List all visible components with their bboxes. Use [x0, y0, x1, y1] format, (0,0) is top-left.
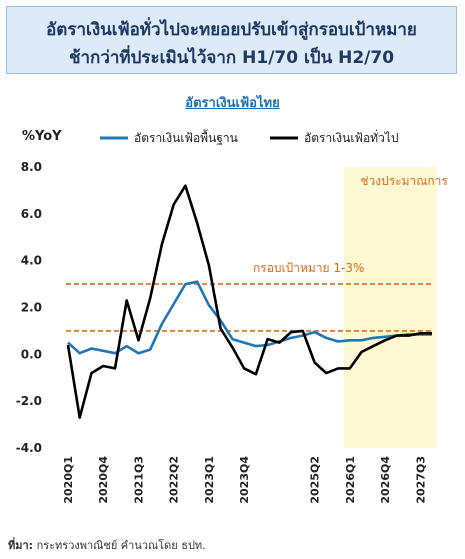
source-text: กระทรวงพาณิชย์ คำนวณโดย ธปท. [33, 539, 206, 552]
x-tick-label: 2023Q1 [203, 456, 216, 504]
y-tick-label: 6.0 [21, 207, 42, 221]
x-axis: 2020Q1 2020Q4 2021Q3 2022Q2 2023Q1 2023Q4 2025… [62, 456, 427, 504]
forecast-region-label: ช่วงประมาณการ [360, 174, 448, 188]
source-label: ที่มา: [8, 539, 34, 552]
x-tick-label: 2023Q4 [238, 456, 251, 504]
y-tick-label: -2.0 [16, 394, 42, 408]
x-tick-label: 2026Q4 [379, 456, 392, 504]
series-lines [66, 184, 432, 419]
target-band-label: กรอบเป้าหมาย 1-3% [253, 261, 364, 275]
y-axis-label: %YoY [22, 129, 62, 144]
y-tick-label: -4.0 [16, 441, 42, 455]
x-tick-label: 2020Q1 [62, 456, 75, 504]
y-tick-label: 8.0 [21, 160, 42, 174]
title-box: อัตราเงินเฟ้อทั่วไปจะทยอยปรับเข้าสู่กรอบ… [6, 6, 457, 74]
x-tick-label: 2022Q2 [168, 456, 181, 504]
series-line-headline [66, 184, 432, 419]
forecast-region [343, 167, 437, 448]
y-axis: -4.0 -2.0 0.0 2.0 4.0 6.0 8.0 [16, 160, 42, 455]
title-line-2: ช้ากว่าที่ประเมินไว้จาก H1/70 เป็น H2/70 [68, 48, 395, 68]
x-tick-label: 2027Q3 [414, 456, 427, 504]
y-tick-label: 2.0 [21, 301, 42, 315]
y-tick-label: 4.0 [21, 254, 42, 268]
title-line-1: อัตราเงินเฟ้อทั่วไปจะทยอยปรับเข้าสู่กรอบ… [46, 20, 417, 40]
x-tick-label: 2026Q1 [344, 456, 357, 504]
x-tick-label: 2021Q3 [132, 456, 145, 504]
y-tick-label: 0.0 [21, 347, 42, 361]
x-tick-label: 2020Q4 [97, 456, 110, 504]
legend-label-headline: อัตราเงินเฟ้อทั่วไป [304, 129, 398, 145]
source-note: ที่มา: กระทรวงพาณิชย์ คำนวณโดย ธปท. [8, 536, 206, 554]
x-tick-label: 2025Q2 [309, 456, 322, 504]
legend-label-core: อัตราเงินเฟ้อพื้นฐาน [134, 129, 238, 145]
legend: อัตราเงินเฟ้อพื้นฐาน อัตราเงินเฟ้อทั่วไป [100, 129, 398, 145]
series-line-core [67, 280, 432, 355]
chart-title: อัตราเงินเฟ้อไทย [185, 96, 280, 111]
